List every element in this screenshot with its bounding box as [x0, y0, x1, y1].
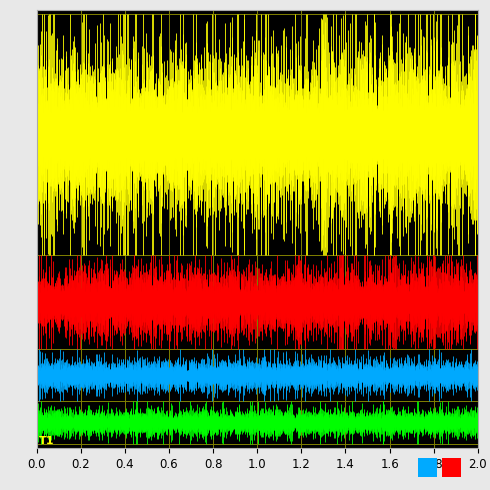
Bar	[418, 459, 437, 477]
Text: T1: T1	[39, 436, 54, 446]
Bar	[442, 459, 461, 477]
